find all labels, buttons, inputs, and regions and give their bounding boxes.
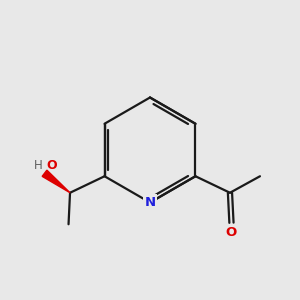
- Text: O: O: [46, 159, 57, 172]
- Text: O: O: [226, 226, 237, 239]
- Polygon shape: [42, 170, 70, 193]
- Text: N: N: [144, 196, 156, 209]
- Text: H: H: [34, 159, 43, 172]
